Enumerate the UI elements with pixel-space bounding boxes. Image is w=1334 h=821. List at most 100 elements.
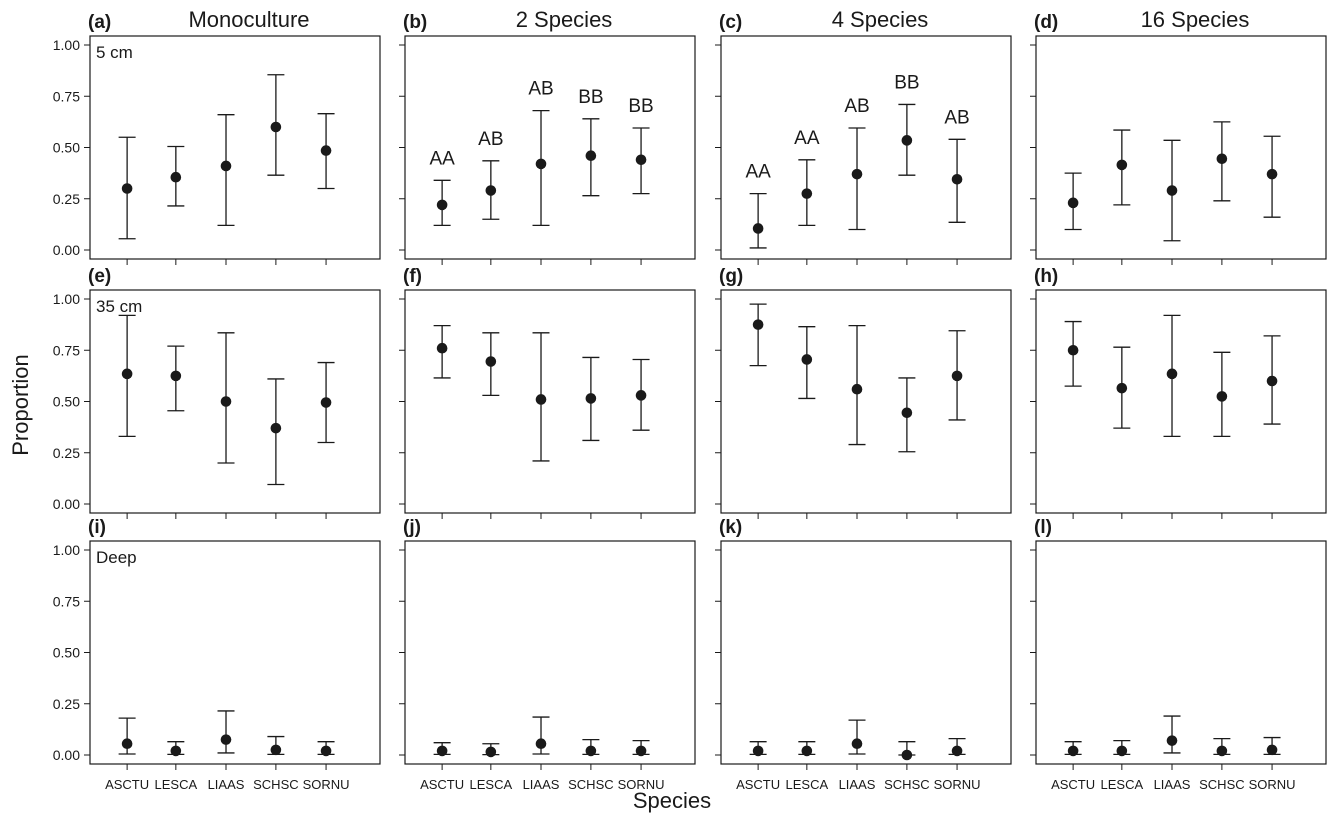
panel-l: (l) ASCTU LESCA LIAAS SCHSC SORNU [1030, 517, 1327, 792]
column-title-0: Monoculture [188, 7, 309, 32]
panel-frame [720, 540, 1012, 765]
x-tick-label: LIAAS [523, 777, 560, 792]
significance-label: AA [794, 128, 820, 149]
x-tick-label: LESCA [155, 777, 198, 792]
data-point [752, 223, 764, 234]
data-point [1067, 745, 1079, 757]
data-point [121, 183, 133, 194]
data-point [1216, 745, 1228, 757]
data-point [535, 738, 547, 750]
data-point [485, 185, 497, 196]
x-tick-label: SCHSC [1199, 777, 1245, 792]
significance-label: AB [944, 107, 969, 128]
column-title-1: 2 Species [516, 7, 613, 32]
x-tick-label: ASCTU [105, 777, 149, 792]
x-tick-label: ASCTU [420, 777, 464, 792]
data-point [951, 173, 963, 185]
data-point [1166, 735, 1178, 746]
y-tick-label: 0.75 [53, 593, 80, 609]
data-point [951, 370, 963, 382]
significance-label: AB [528, 79, 553, 100]
panel-label: (e) [88, 266, 111, 287]
y-tick-label: 0.00 [53, 242, 80, 258]
data-point [1166, 368, 1178, 380]
data-point [585, 150, 597, 161]
data-point [121, 368, 133, 380]
data-point [436, 342, 448, 354]
panel-frame [720, 35, 1012, 260]
y-tick-label: 0.50 [53, 140, 80, 156]
significance-label: AB [478, 129, 503, 150]
data-point [901, 135, 913, 146]
data-point [851, 383, 863, 395]
x-axis-title: Species [633, 788, 711, 813]
significance-label: BB [894, 72, 919, 93]
x-tick-label: ASCTU [1051, 777, 1095, 792]
panel-frame [720, 289, 1012, 514]
panel-frame [1035, 289, 1327, 514]
data-point [535, 158, 547, 170]
panel-label: (b) [403, 12, 427, 33]
data-point [485, 356, 497, 367]
panel-c: (c) AA AA AB BB AB [715, 12, 1012, 265]
data-point [1216, 153, 1228, 165]
panel-h: (h) [1030, 266, 1327, 519]
data-point [485, 746, 497, 758]
x-tick-label: SORNU [303, 777, 350, 792]
data-point [1067, 197, 1079, 209]
data-point [1067, 344, 1079, 356]
data-point [436, 745, 448, 757]
data-point [1166, 185, 1178, 196]
data-point [320, 397, 332, 408]
data-point [901, 749, 913, 761]
data-point [801, 745, 813, 757]
depth-label: 35 cm [96, 297, 142, 316]
y-tick-label: 0.75 [53, 88, 80, 104]
data-point [220, 160, 232, 172]
panel-frame [1035, 540, 1327, 765]
y-tick-label: 0.25 [53, 696, 80, 712]
x-tick-label: SCHSC [568, 777, 614, 792]
data-point [1266, 168, 1278, 180]
y-tick-label: 0.00 [53, 496, 80, 512]
data-point [851, 168, 863, 180]
x-tick-label: LIAAS [839, 777, 876, 792]
panel-label: (a) [88, 12, 111, 33]
data-point [436, 199, 448, 211]
column-title-3: 16 Species [1141, 7, 1250, 32]
panel-e: (e) 0.00 0.25 0.50 0.75 1.00 35 cm [53, 266, 381, 519]
data-point [752, 745, 764, 757]
x-tick-label: LIAAS [208, 777, 245, 792]
data-point [270, 422, 282, 434]
y-tick-label: 0.00 [53, 747, 80, 763]
data-point [121, 738, 133, 750]
significance-label: AA [429, 148, 455, 169]
x-tick-label: SORNU [618, 777, 665, 792]
data-point [901, 407, 913, 419]
x-tick-label: LESCA [786, 777, 829, 792]
data-point [1216, 391, 1228, 402]
data-point [635, 390, 647, 401]
panel-j: (j) ASCTU LESCA LIAAS SCHSC SORNU [399, 517, 696, 792]
data-point [270, 744, 282, 756]
panel-label: (i) [88, 517, 106, 538]
panel-d: (d) [1030, 12, 1327, 265]
x-tick-label: SCHSC [884, 777, 930, 792]
panel-label: (k) [719, 517, 742, 538]
data-point [1116, 382, 1128, 394]
significance-label: AA [745, 162, 771, 183]
data-point [801, 188, 813, 199]
data-point [320, 145, 332, 156]
depth-label: Deep [96, 548, 137, 567]
panel-b: (b) AA AB AB BB BB [399, 12, 696, 265]
data-point [1116, 745, 1128, 757]
data-point [170, 745, 182, 757]
panel-label: (j) [403, 517, 421, 538]
data-point [1116, 159, 1128, 171]
y-tick-label: 1.00 [53, 37, 80, 53]
data-point [851, 738, 863, 750]
x-tick-label: SORNU [934, 777, 981, 792]
panel-frame [404, 540, 696, 765]
y-tick-label: 0.50 [53, 394, 80, 410]
panel-frame [89, 35, 381, 260]
